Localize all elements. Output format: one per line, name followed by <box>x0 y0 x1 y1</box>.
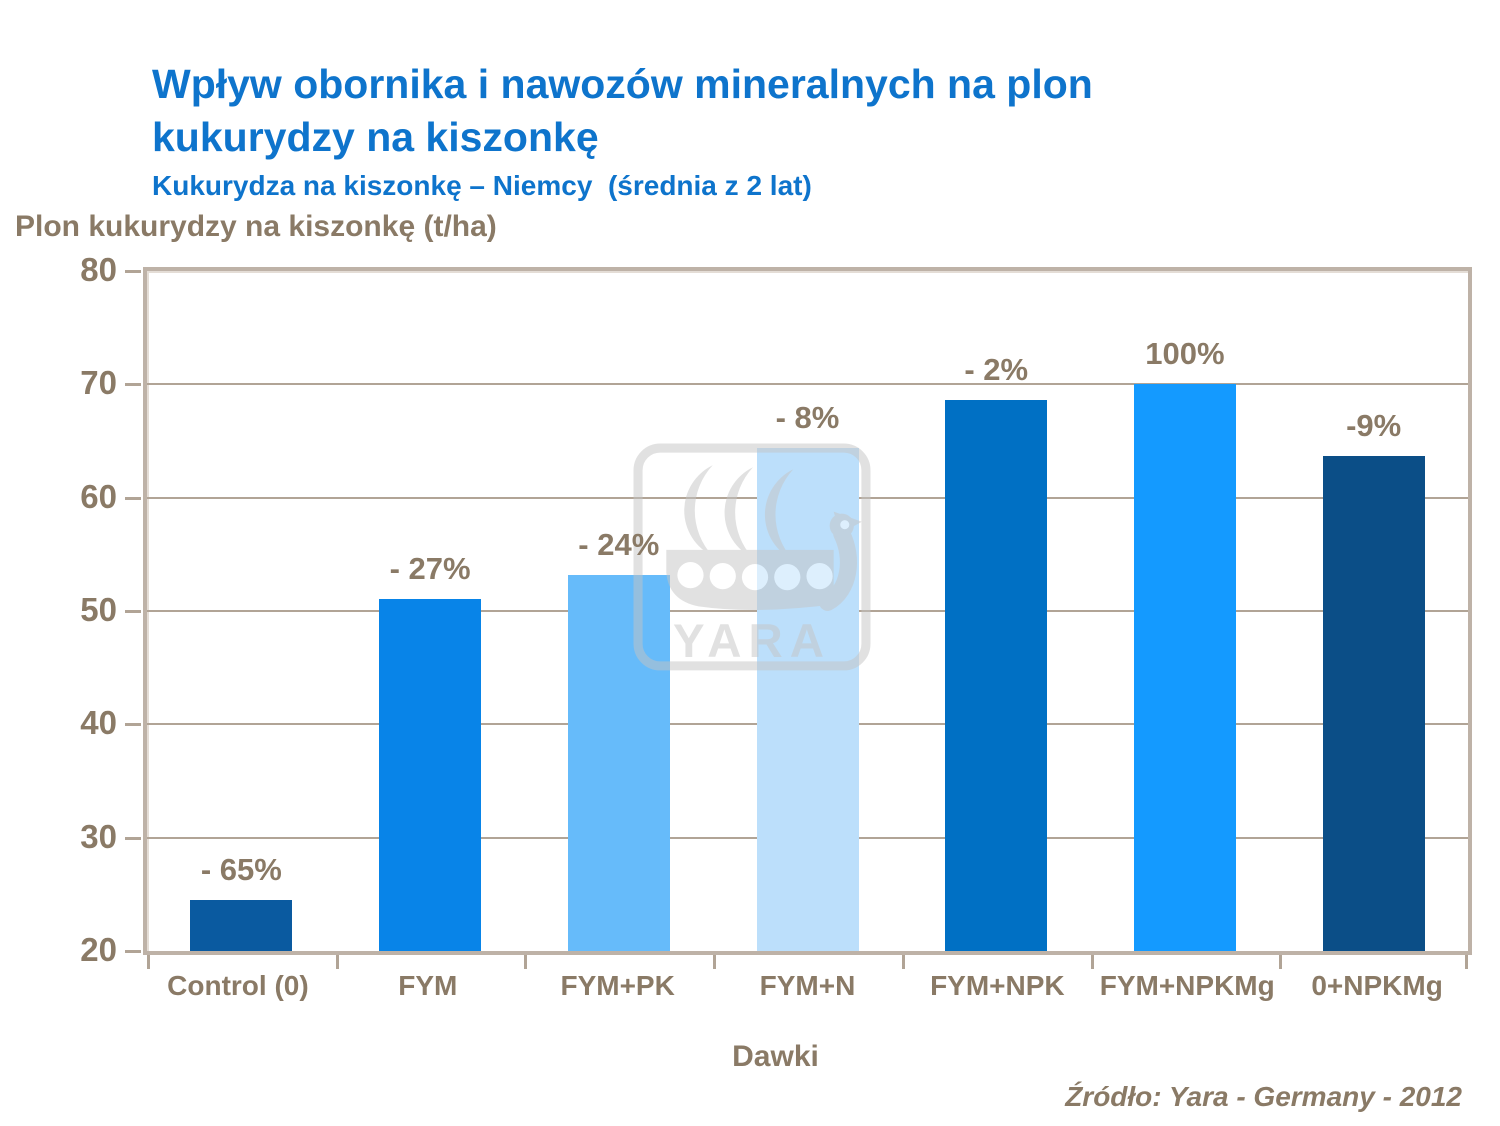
x-tick <box>1279 955 1283 969</box>
y-tick-label: 70 <box>80 364 117 402</box>
category-label: FYM+NPKMg <box>1099 970 1275 1001</box>
y-tick-label: 20 <box>80 931 117 969</box>
x-tick <box>1090 955 1094 969</box>
category-label: FYM+N <box>759 970 856 1001</box>
y-axis-title: Plon kukurydzy na kiszonkę (t/ha) <box>15 210 497 243</box>
x-tick <box>147 955 150 969</box>
bar <box>190 900 293 951</box>
x-axis-title: Dawki <box>732 1040 819 1073</box>
bars-layer <box>147 271 1468 951</box>
category-label: FYM+NPK <box>930 970 1065 1001</box>
chart-title: Wpływ obornika i nawozów mineralnych na … <box>152 61 1093 161</box>
x-tick <box>335 955 339 969</box>
y-tick-label: 60 <box>80 477 117 515</box>
x-tick <box>901 955 905 969</box>
plot-area: YARA - 65% - 27% - 24% - 8% - 2% 100% -9% 20 30… <box>80 251 1472 969</box>
category-label: 0+NPKMg <box>1311 970 1443 1001</box>
y-tick <box>125 950 141 953</box>
x-tick <box>524 955 528 969</box>
category-label: Control (0) <box>167 970 309 1001</box>
y-tick <box>125 836 141 840</box>
category-label: FYM <box>398 970 458 1001</box>
bar <box>1322 455 1425 951</box>
y-tick-label: 80 <box>80 251 117 289</box>
y-tick <box>125 383 141 387</box>
bar <box>756 447 859 951</box>
y-tick-label: 40 <box>80 704 117 742</box>
y-tick <box>125 270 141 273</box>
y-tick <box>125 723 141 727</box>
y-tick <box>125 610 141 613</box>
bar <box>379 598 482 951</box>
x-tick <box>1465 955 1468 969</box>
y-tick <box>125 496 141 500</box>
source-credit: Źródło: Yara - Germany - 2012 <box>1065 1081 1462 1112</box>
x-tick <box>713 955 717 969</box>
y-gridline <box>147 383 1468 386</box>
y-tick-label: 50 <box>80 591 117 629</box>
bar <box>567 574 670 951</box>
y-tick-label: 30 <box>80 817 117 855</box>
category-label: FYM+PK <box>560 970 675 1001</box>
category-labels-row: Control (0) FYM FYM+PK FYM+N FYM+NPK FYM+NPKM… <box>143 970 1472 1002</box>
bar <box>945 400 1048 951</box>
chart-subtitle: Kukurydza na kiszonkę – Niemcy (średnia … <box>152 170 812 201</box>
bar <box>1133 384 1236 951</box>
